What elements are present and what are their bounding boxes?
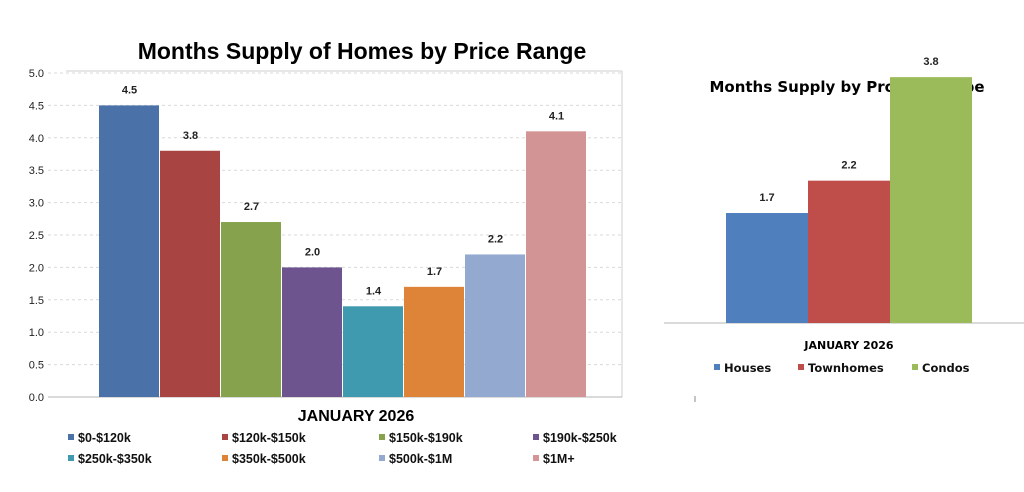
legend-swatch bbox=[533, 455, 539, 461]
data-label: 4.5 bbox=[122, 84, 137, 96]
legend-swatch bbox=[533, 434, 539, 440]
property-type-chart: Months Supply by Property Type 1.72.23.8… bbox=[664, 56, 1024, 402]
data-label: 3.8 bbox=[923, 56, 938, 68]
legend-swatch bbox=[798, 364, 804, 370]
bar bbox=[99, 105, 159, 398]
data-label: 2.0 bbox=[305, 246, 320, 258]
price-range-chart: Months Supply of Homes by Price Range 0.… bbox=[29, 38, 623, 466]
y-tick-label: 5.0 bbox=[29, 68, 44, 80]
legend-item: $250k-$350k bbox=[78, 452, 152, 466]
y-tick-label: 2.0 bbox=[29, 262, 44, 274]
legend-swatch bbox=[222, 455, 228, 461]
legend: $0-$120k $120k-$150k $150k-$190k $190k-$250… bbox=[68, 431, 617, 466]
bar bbox=[526, 131, 586, 397]
bar bbox=[890, 77, 972, 323]
y-axis-ticks: 0.0 0.5 1.0 1.5 2.0 2.5 3.0 3.5 4.0 4.5 5.0 bbox=[29, 68, 44, 404]
data-label: 1.7 bbox=[427, 266, 442, 278]
legend: Houses Townhomes Condos bbox=[714, 361, 970, 375]
legend-item: Townhomes bbox=[808, 361, 884, 375]
data-label: 1.7 bbox=[759, 192, 774, 204]
legend-swatch bbox=[379, 455, 385, 461]
legend-item: $500k-$1M bbox=[389, 452, 452, 466]
bar bbox=[808, 180, 890, 323]
y-tick-label: 3.0 bbox=[29, 198, 44, 210]
bar bbox=[282, 267, 342, 397]
bars: 1.7 2.2 3.8 bbox=[726, 56, 972, 323]
bar bbox=[343, 306, 403, 397]
legend-swatch bbox=[714, 364, 720, 370]
y-tick-label: 2.5 bbox=[29, 230, 44, 242]
data-label: 2.7 bbox=[244, 201, 259, 213]
y-tick-label: 0.0 bbox=[29, 392, 44, 404]
legend-item: $150k-$190k bbox=[389, 431, 463, 445]
legend-item: $0-$120k bbox=[78, 431, 131, 445]
y-tick-label: 4.5 bbox=[29, 100, 44, 112]
legend-item: $350k-$500k bbox=[232, 452, 306, 466]
bars: 4.5 3.8 2.7 2.0 1.4 1.7 2.2 4.1 bbox=[99, 84, 586, 398]
legend-item: $1M+ bbox=[543, 452, 575, 466]
x-axis-label: JANUARY 2026 bbox=[298, 408, 415, 425]
legend-swatch bbox=[68, 455, 74, 461]
legend-swatch bbox=[222, 434, 228, 440]
data-label: 2.2 bbox=[488, 233, 503, 245]
bar bbox=[160, 150, 220, 397]
legend-swatch bbox=[912, 364, 918, 370]
chart-title: Months Supply of Homes by Price Range bbox=[138, 38, 587, 64]
legend-item: $190k-$250k bbox=[543, 431, 617, 445]
data-label: 3.8 bbox=[183, 130, 198, 142]
legend-swatch bbox=[68, 434, 74, 440]
data-label: 1.4 bbox=[366, 285, 382, 297]
y-tick-label: 1.0 bbox=[29, 327, 44, 339]
x-axis-label: JANUARY 2026 bbox=[803, 339, 894, 352]
legend-item: Condos bbox=[922, 361, 970, 375]
bar bbox=[221, 222, 281, 397]
y-tick-label: 1.5 bbox=[29, 295, 44, 307]
data-label: 2.2 bbox=[841, 160, 856, 172]
bar bbox=[404, 286, 464, 397]
y-tick-label: 4.0 bbox=[29, 133, 44, 145]
legend-item: $120k-$150k bbox=[232, 431, 306, 445]
legend-item: Houses bbox=[724, 361, 771, 375]
legend-swatch bbox=[379, 434, 385, 440]
bar bbox=[726, 213, 808, 323]
data-label: 4.1 bbox=[549, 110, 564, 122]
y-tick-label: 3.5 bbox=[29, 165, 44, 177]
y-tick-label: 0.5 bbox=[29, 360, 44, 372]
bar bbox=[465, 254, 525, 397]
